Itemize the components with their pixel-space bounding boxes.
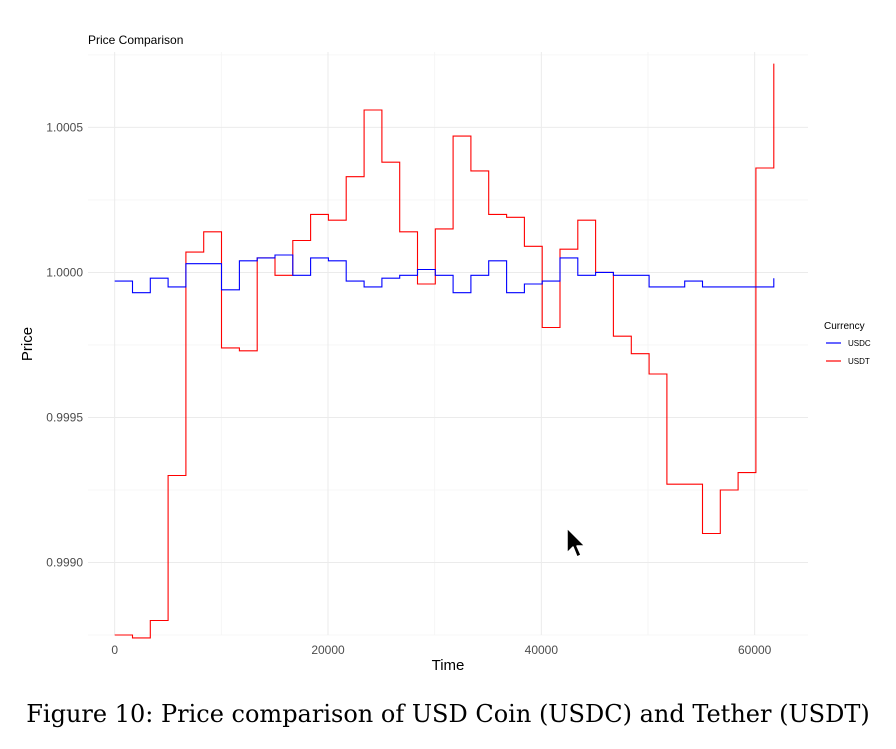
series-layer: [114, 63, 775, 639]
legend-title: Currency: [824, 321, 865, 332]
x-tick-label: 0: [111, 643, 118, 657]
minor-gridlines: [88, 52, 808, 636]
legend: Currency USDC USDT: [824, 321, 871, 366]
y-tick-label: 1.0000: [46, 265, 83, 279]
y-tick-label: 0.9995: [46, 410, 83, 424]
x-axis-ticks: 0 20000 40000 60000: [111, 643, 771, 657]
x-axis-label: Time: [432, 657, 465, 674]
major-gridlines: [88, 52, 808, 635]
series-line-usdt: [114, 63, 775, 639]
legend-label-usdc: USDC: [848, 339, 871, 348]
series-line-usdc: [114, 254, 775, 294]
legend-label-usdt: USDT: [848, 357, 870, 366]
chart-title: Price Comparison: [88, 33, 183, 47]
figure-caption: Figure 10: Price comparison of USD Coin …: [26, 700, 870, 728]
x-tick-label: 40000: [525, 643, 559, 657]
x-tick-label: 60000: [738, 643, 772, 657]
y-tick-label: 1.0005: [46, 120, 83, 134]
y-tick-label: 0.9990: [46, 555, 83, 569]
y-axis-ticks: 0.9990 0.9995 1.0000 1.0005: [46, 120, 83, 569]
y-axis-label: Price: [19, 327, 36, 361]
mouse-cursor-icon: [566, 527, 586, 558]
x-tick-label: 20000: [311, 643, 345, 657]
price-comparison-chart: Price Comparison 0 20000 40000 60000 0.9990…: [19, 33, 871, 674]
